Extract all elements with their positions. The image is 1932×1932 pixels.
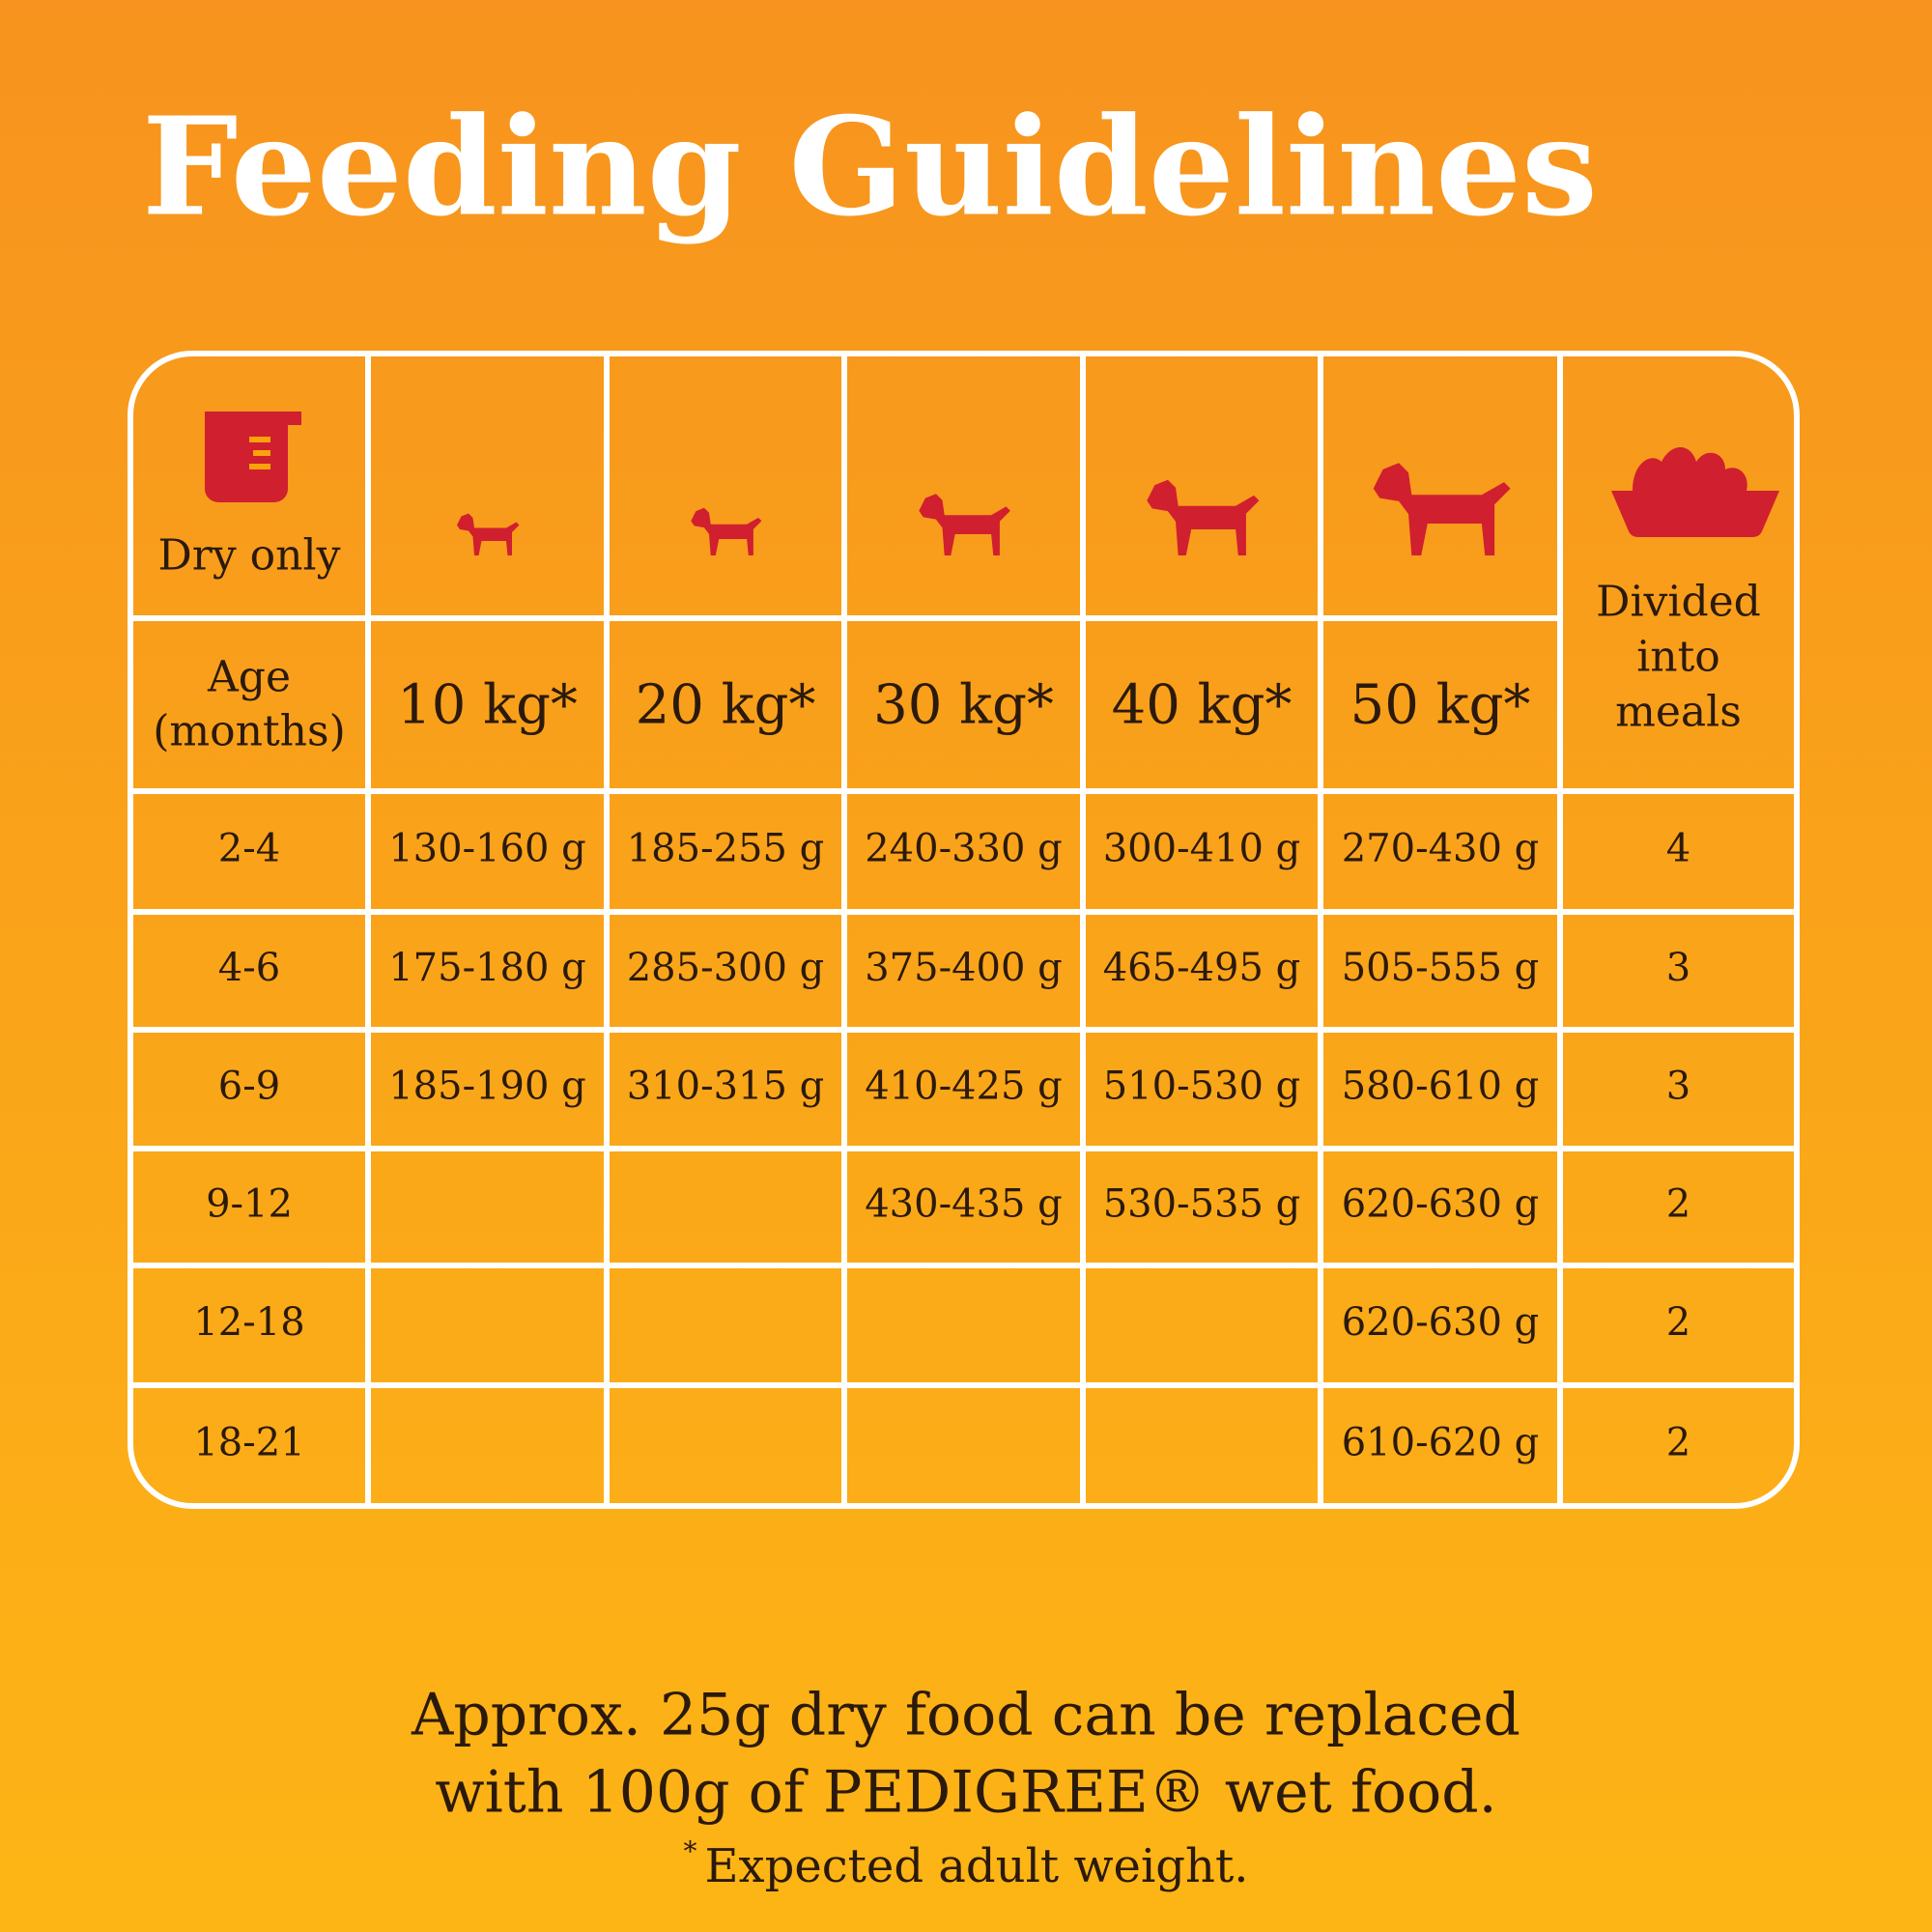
dog-icon	[691, 507, 762, 555]
cell-text: 410-425 g	[865, 1065, 1063, 1109]
footnote-text: Expected adult weight.	[705, 1839, 1249, 1893]
cell-text: 4	[1666, 827, 1690, 871]
note-line: with 100g of PEDIGREE® wet food.	[435, 1759, 1497, 1827]
cell-text: 580-610 g	[1342, 1065, 1540, 1109]
weight-header: 20 kg*	[636, 674, 816, 737]
cell-text: 300-410 g	[1103, 827, 1301, 871]
weight-header: 10 kg*	[397, 674, 578, 737]
icons	[205, 412, 1779, 538]
cell-text: 185-190 g	[388, 1065, 586, 1109]
table-grid	[128, 351, 1800, 1509]
footnote: * Expected adult weight.	[684, 1835, 1249, 1893]
icon-label: Dry only	[158, 531, 341, 581]
cell-text: 620-630 g	[1342, 1182, 1540, 1227]
meals-label: into	[1636, 633, 1720, 682]
cell-text: 9-12	[206, 1182, 293, 1227]
dog-icon	[919, 494, 1010, 555]
note-line: Approx. 25g dry food can be replaced	[411, 1682, 1520, 1749]
cell-text: 285-300 g	[627, 946, 825, 990]
age-label: (months)	[153, 707, 345, 756]
cell-text: 240-330 g	[865, 827, 1063, 871]
meals-label: meals	[1615, 688, 1742, 737]
weight-header: 50 kg*	[1350, 674, 1531, 737]
cell-text: 6-9	[218, 1065, 280, 1109]
cell-text: 2	[1666, 1421, 1690, 1465]
table-border	[128, 351, 1800, 1509]
meals-label: Divided	[1596, 578, 1761, 627]
cell-text: 375-400 g	[865, 946, 1063, 990]
cell-text: 3	[1666, 946, 1690, 990]
footnote-mark: *	[684, 1835, 697, 1867]
dog-icon	[1147, 479, 1260, 555]
cell-text: 620-630 g	[1342, 1300, 1540, 1345]
cell-text: 2	[1666, 1300, 1690, 1345]
cell-text: 175-180 g	[388, 946, 586, 990]
dog-icon	[1373, 463, 1511, 555]
cell-text: 12-18	[193, 1300, 304, 1345]
measuring-cup-icon	[205, 412, 301, 502]
dog-icon	[457, 513, 520, 555]
cell-text: 2	[1666, 1182, 1690, 1227]
cell-text: 610-620 g	[1342, 1421, 1540, 1465]
weight-header: 40 kg*	[1112, 674, 1293, 737]
title: Feeding Guidelines	[142, 89, 1598, 247]
cell-text: 18-21	[193, 1421, 304, 1465]
cell-text: 430-435 g	[865, 1182, 1063, 1227]
age-label: Age	[207, 653, 291, 702]
cell-text: 530-535 g	[1103, 1182, 1301, 1227]
cell-text: 505-555 g	[1342, 946, 1540, 990]
cell-text: 130-160 g	[388, 827, 586, 871]
cell-text: 3	[1666, 1065, 1690, 1109]
cell-text: 185-255 g	[627, 827, 825, 871]
food-bowl-icon	[1611, 447, 1779, 538]
cell-text: 310-315 g	[627, 1065, 825, 1109]
cell-text: 270-430 g	[1342, 827, 1540, 871]
cell-text: 465-495 g	[1103, 946, 1301, 990]
weight-header: 30 kg*	[873, 674, 1054, 737]
cell-text: 510-530 g	[1103, 1065, 1301, 1109]
cell-text: 2-4	[218, 827, 280, 871]
cell-text: 4-6	[218, 946, 280, 990]
